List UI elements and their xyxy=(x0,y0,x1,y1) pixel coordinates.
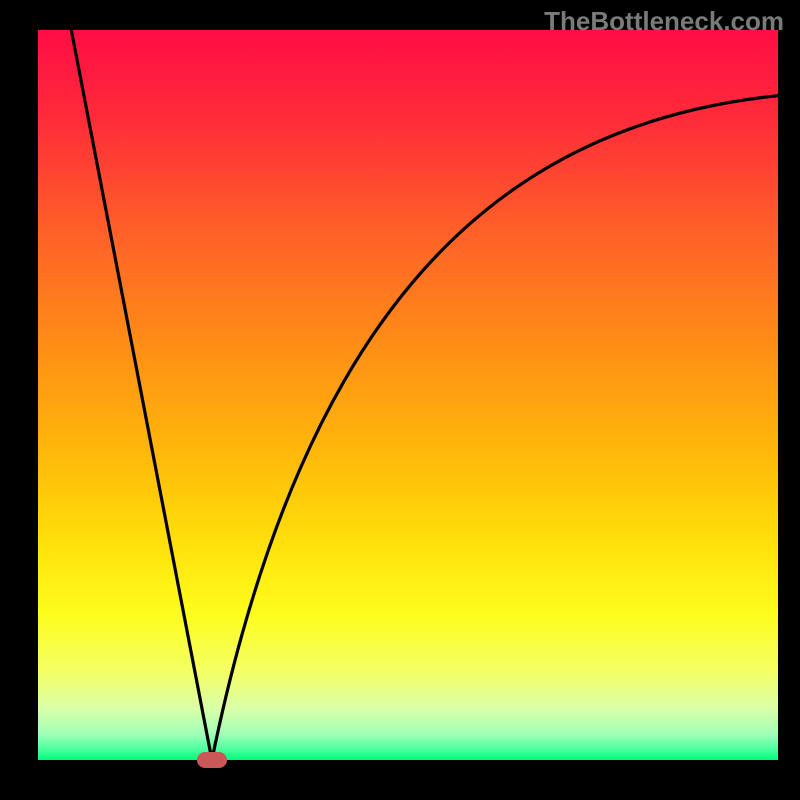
chart-container: TheBottleneck.com xyxy=(0,0,800,800)
watermark-text: TheBottleneck.com xyxy=(544,6,784,37)
plot-area xyxy=(38,30,778,760)
minimum-marker xyxy=(197,752,227,768)
plot-svg xyxy=(38,30,778,760)
marker-svg xyxy=(197,752,227,768)
